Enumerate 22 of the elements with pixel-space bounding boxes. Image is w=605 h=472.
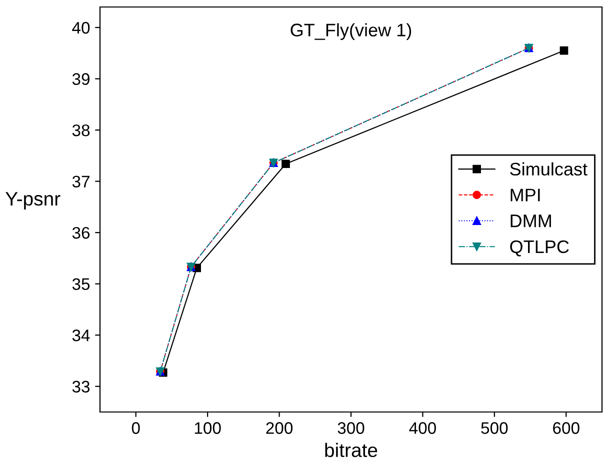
legend-label: QTLPC xyxy=(510,240,569,256)
y-tick-label: 39 xyxy=(72,73,90,85)
x-axis-title: bitrate xyxy=(325,442,378,458)
y-tick-label: 35 xyxy=(72,278,90,290)
y-tick-label: 38 xyxy=(72,124,90,136)
legend-label: DMM xyxy=(510,214,551,228)
y-tick-label: 40 xyxy=(72,22,90,34)
x-tick-label: 200 xyxy=(266,422,293,434)
legend-label: Simulcast xyxy=(510,162,588,176)
y-tick-label: 37 xyxy=(72,176,90,188)
text: GT_Fly(view 1) xyxy=(290,23,412,40)
x-tick-label: 600 xyxy=(553,422,580,434)
x-tick-label: 400 xyxy=(409,422,436,434)
x-tick-label: 300 xyxy=(338,422,364,434)
y-axis-title: Y-psnr xyxy=(6,192,60,210)
x-tick-label: 500 xyxy=(481,422,508,434)
y-tick-label: 34 xyxy=(72,330,90,342)
y-tick-label: 33 xyxy=(72,380,90,393)
x-tick-label: 0 xyxy=(132,422,140,434)
legend-label: MPI xyxy=(510,188,540,202)
y-tick-label: 36 xyxy=(72,226,90,239)
x-tick-label: 100 xyxy=(194,422,221,434)
